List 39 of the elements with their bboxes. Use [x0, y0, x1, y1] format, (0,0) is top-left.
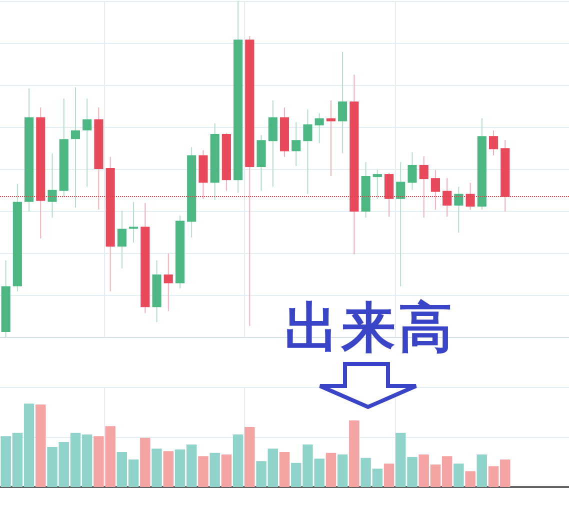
candlestick — [430, 170, 440, 210]
candlestick — [442, 178, 452, 218]
bar — [232, 434, 244, 487]
bar — [36, 404, 46, 487]
candlestick — [314, 112, 324, 144]
candlestick — [326, 100, 336, 177]
candlestick — [454, 186, 464, 234]
bar — [140, 438, 150, 487]
bar — [279, 452, 290, 487]
bar — [198, 456, 208, 487]
bar — [349, 420, 360, 487]
bar — [384, 464, 394, 487]
candlestick — [292, 122, 301, 166]
candlestick — [82, 98, 92, 188]
bar — [221, 454, 232, 487]
bar — [163, 451, 174, 487]
candlestick — [396, 161, 406, 287]
candlestick — [129, 201, 138, 244]
candlestick — [48, 152, 57, 218]
candlestick — [164, 252, 173, 312]
bar — [326, 452, 336, 487]
bar — [465, 471, 476, 487]
candlestick — [70, 86, 80, 208]
candlestick — [419, 156, 428, 218]
candlestick — [372, 170, 382, 200]
candlestick — [408, 152, 417, 190]
annotation: 出来高 — [284, 296, 456, 359]
bar — [476, 454, 488, 487]
candlestick — [466, 182, 475, 210]
bar — [337, 454, 348, 487]
candlestick — [117, 210, 126, 269]
candlestick — [268, 100, 278, 188]
bar — [152, 448, 162, 487]
candlestick — [488, 130, 498, 156]
bar — [454, 464, 464, 487]
bar — [244, 427, 255, 487]
candlestick — [338, 51, 348, 154]
bar — [210, 452, 220, 487]
candlestick — [303, 108, 312, 194]
